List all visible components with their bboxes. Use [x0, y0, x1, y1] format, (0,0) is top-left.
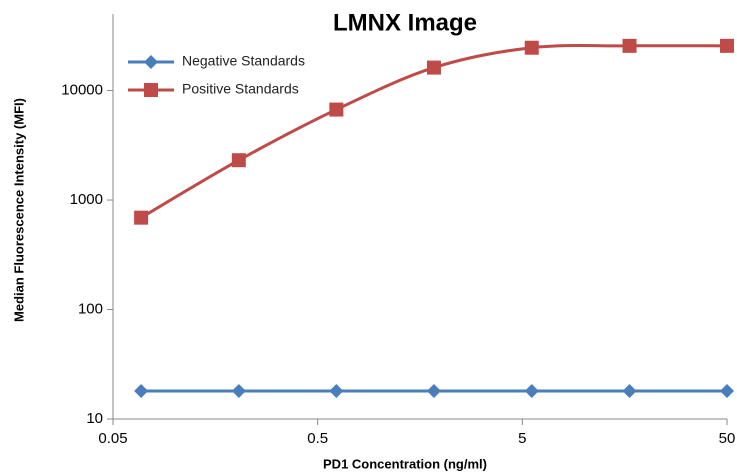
marker [329, 384, 344, 399]
marker [524, 40, 539, 55]
legend-label: Negative Standards [182, 53, 305, 69]
marker [134, 210, 149, 225]
x-tick-label: 0.5 [307, 430, 328, 447]
x-axis-title: PD1 Concentration (ng/ml) [323, 456, 487, 471]
marker [524, 384, 539, 399]
y-tick-label: 10000 [61, 81, 103, 98]
marker [720, 38, 734, 53]
legend-label: Positive Standards [182, 81, 299, 97]
legend-marker [144, 83, 158, 97]
marker [720, 384, 734, 399]
marker [134, 384, 149, 399]
y-tick-label: 1000 [70, 191, 103, 208]
legend-marker [144, 55, 158, 69]
marker [426, 384, 441, 399]
y-axis-title: Median Fluorescence Intensity (MFI) [11, 98, 26, 322]
y-tick-label: 10 [86, 410, 103, 427]
marker [426, 60, 441, 75]
x-tick-label: 5 [518, 430, 526, 447]
marker [622, 384, 637, 399]
chart-title: LMNX Image [333, 9, 477, 36]
x-tick-label: 0.05 [98, 430, 127, 447]
marker [622, 38, 637, 53]
marker [231, 153, 246, 168]
y-tick-label: 100 [78, 300, 103, 317]
x-tick-label: 50 [719, 430, 736, 447]
marker [231, 384, 246, 399]
marker [329, 102, 344, 117]
